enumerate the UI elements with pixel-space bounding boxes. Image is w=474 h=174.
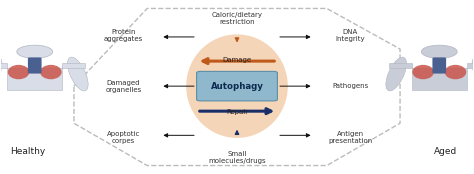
Polygon shape — [0, 63, 85, 90]
Text: Antigen
presentation: Antigen presentation — [328, 130, 373, 144]
Text: Aged: Aged — [434, 147, 457, 156]
FancyBboxPatch shape — [28, 57, 42, 74]
Ellipse shape — [386, 57, 407, 91]
Ellipse shape — [412, 65, 434, 79]
Ellipse shape — [472, 57, 474, 91]
Text: Damage: Damage — [222, 57, 252, 63]
FancyBboxPatch shape — [432, 57, 446, 74]
Ellipse shape — [8, 65, 29, 79]
Text: Caloric/dietary
restriction: Caloric/dietary restriction — [211, 12, 263, 25]
Ellipse shape — [67, 57, 88, 91]
Circle shape — [17, 45, 53, 58]
Ellipse shape — [445, 65, 466, 79]
Text: Pathogens: Pathogens — [332, 83, 369, 89]
Polygon shape — [389, 63, 474, 90]
Ellipse shape — [0, 57, 2, 91]
Text: Repair: Repair — [226, 109, 248, 115]
Text: Apoptotic
corpes: Apoptotic corpes — [107, 130, 140, 144]
Text: Damaged
organelles: Damaged organelles — [105, 80, 142, 93]
Text: Autophagy: Autophagy — [210, 82, 264, 91]
FancyBboxPatch shape — [28, 58, 41, 63]
FancyBboxPatch shape — [433, 58, 446, 63]
Text: Healthy: Healthy — [10, 147, 46, 156]
Ellipse shape — [186, 34, 288, 138]
Text: DNA
Integrity: DNA Integrity — [336, 29, 365, 42]
Ellipse shape — [40, 65, 62, 79]
Text: Small
molecules/drugs: Small molecules/drugs — [208, 151, 266, 164]
Circle shape — [421, 45, 457, 58]
Text: Protein
aggregates: Protein aggregates — [104, 29, 143, 42]
FancyBboxPatch shape — [197, 71, 277, 101]
